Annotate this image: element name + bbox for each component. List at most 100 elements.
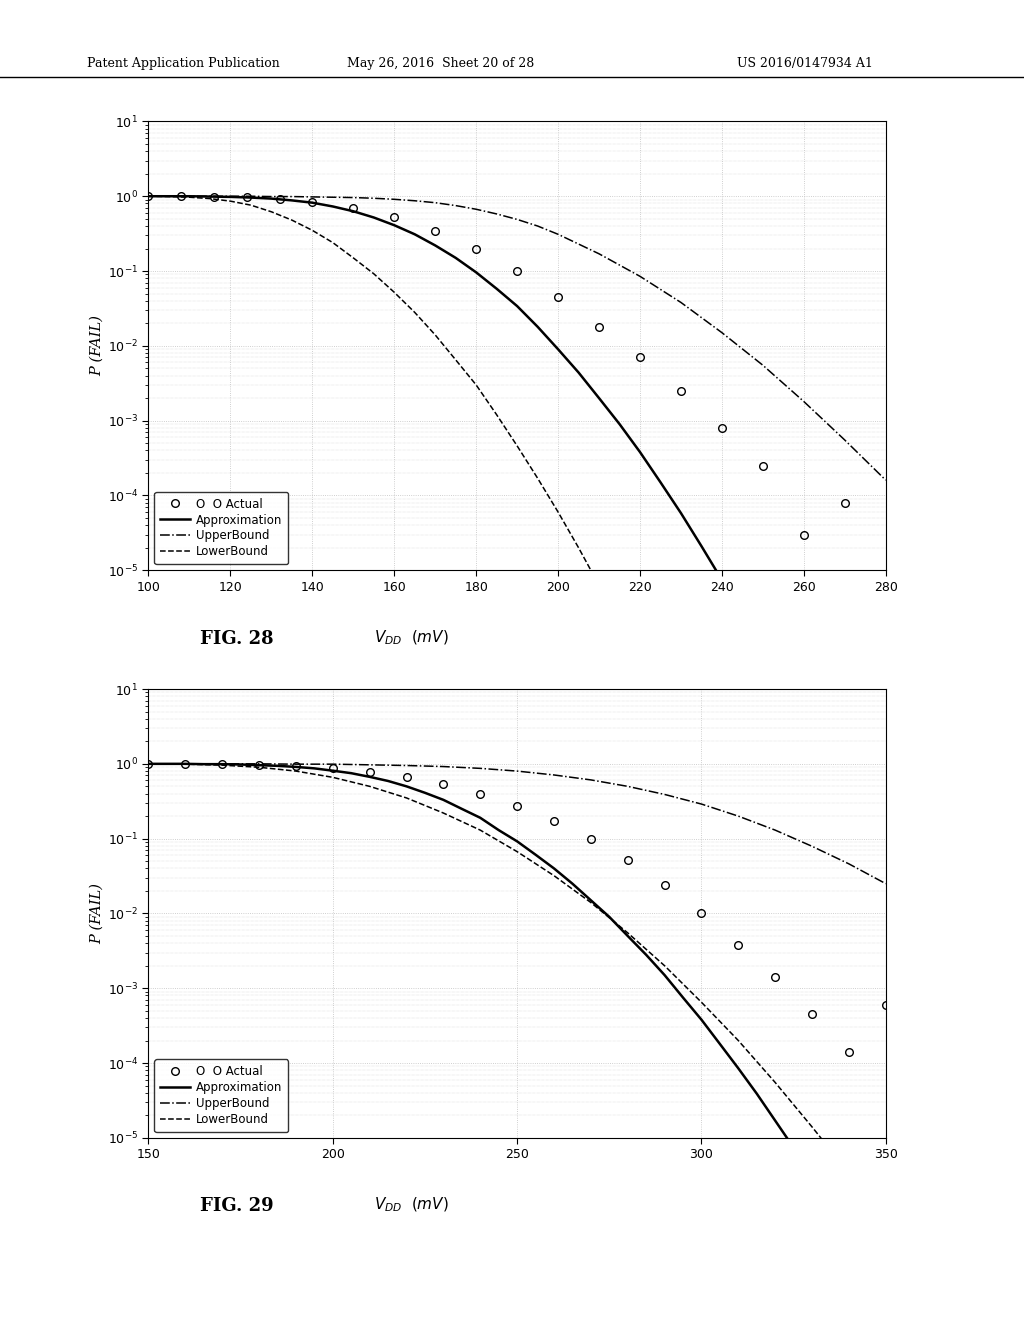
UpperBound (470, 202, 482, 218)
O  O Actual (400, 770, 413, 785)
UpperBound (142, 189, 155, 205)
UpperBound (880, 875, 892, 891)
O  O Actual (470, 240, 482, 256)
UpperBound (204, 189, 216, 205)
Approximation (757, 644, 769, 660)
LowerBound (224, 193, 237, 209)
LowerBound (216, 758, 228, 774)
Approximation (654, 474, 667, 490)
UpperBound (622, 779, 634, 795)
O  O Actual (437, 776, 450, 792)
O  O Actual (622, 851, 634, 867)
UpperBound (474, 760, 486, 776)
Approximation (286, 193, 298, 209)
Text: $V_{DD}$  $(mV)$: $V_{DD}$ $(mV)$ (374, 1196, 449, 1214)
LowerBound (265, 203, 278, 219)
LowerBound (839, 1107, 851, 1123)
UpperBound (142, 756, 155, 772)
UpperBound (183, 189, 196, 205)
Approximation (548, 861, 560, 876)
UpperBound (490, 206, 503, 222)
UpperBound (769, 822, 781, 838)
UpperBound (757, 358, 769, 374)
O  O Actual (327, 760, 339, 776)
LowerBound (437, 805, 450, 821)
LowerBound (843, 1166, 855, 1181)
Text: May 26, 2016  Sheet 20 of 28: May 26, 2016 Sheet 20 of 28 (347, 57, 534, 70)
O  O Actual (208, 189, 220, 205)
Approximation (880, 887, 892, 903)
UpperBound (548, 767, 560, 783)
Approximation (474, 810, 486, 826)
O  O Actual (511, 799, 523, 814)
Approximation (368, 210, 380, 226)
O  O Actual (253, 756, 265, 772)
UpperBound (286, 189, 298, 205)
O  O Actual (216, 756, 228, 772)
Approximation (572, 364, 585, 380)
UpperBound (511, 211, 523, 227)
LowerBound (798, 1008, 810, 1024)
O  O Actual (769, 969, 781, 985)
UpperBound (265, 189, 278, 205)
LowerBound (470, 378, 482, 393)
Approximation (327, 198, 339, 214)
Approximation (364, 770, 376, 785)
LowerBound (490, 407, 503, 422)
LowerBound (548, 867, 560, 883)
O  O Actual (388, 210, 400, 226)
Approximation (806, 1168, 818, 1184)
Approximation (142, 756, 155, 772)
Approximation (751, 1086, 763, 1102)
UpperBound (388, 191, 400, 207)
Approximation (861, 1259, 873, 1275)
UpperBound (347, 190, 359, 206)
UpperBound (224, 189, 237, 205)
O  O Actual (695, 906, 708, 921)
Approximation (490, 281, 503, 297)
O  O Actual (347, 199, 359, 215)
LowerBound (142, 756, 155, 772)
O  O Actual (675, 383, 687, 399)
UpperBound (245, 189, 257, 205)
LowerBound (142, 189, 155, 205)
LowerBound (306, 223, 318, 239)
O  O Actual (306, 194, 318, 210)
UpperBound (364, 756, 376, 772)
Approximation (345, 766, 357, 781)
LowerBound (613, 616, 626, 632)
Y-axis label: P (FAIL): P (FAIL) (89, 883, 103, 944)
O  O Actual (142, 756, 155, 772)
Approximation (470, 264, 482, 280)
Approximation (843, 1226, 855, 1242)
UpperBound (290, 756, 302, 772)
LowerBound (695, 994, 708, 1010)
LowerBound (622, 925, 634, 941)
Approximation (511, 298, 523, 314)
Approximation (183, 189, 196, 205)
LowerBound (695, 781, 708, 797)
UpperBound (429, 195, 441, 211)
UpperBound (400, 758, 413, 774)
Approximation (859, 845, 871, 861)
Approximation (290, 759, 302, 775)
Line: UpperBound: UpperBound (148, 197, 886, 480)
Approximation (585, 892, 597, 908)
LowerBound (658, 958, 671, 974)
LowerBound (757, 916, 769, 932)
Line: Approximation: Approximation (148, 197, 886, 895)
Approximation (634, 444, 646, 459)
Text: US 2016/0147934 A1: US 2016/0147934 A1 (737, 57, 873, 70)
LowerBound (572, 540, 585, 556)
O  O Actual (175, 189, 187, 205)
O  O Actual (142, 189, 155, 205)
LowerBound (552, 504, 564, 520)
LowerBound (204, 190, 216, 206)
LowerBound (511, 438, 523, 454)
Approximation (640, 946, 652, 962)
O  O Actual (798, 527, 810, 543)
LowerBound (290, 763, 302, 779)
LowerBound (634, 656, 646, 672)
Line: O  O Actual: O O Actual (144, 193, 849, 539)
Approximation (493, 822, 505, 838)
